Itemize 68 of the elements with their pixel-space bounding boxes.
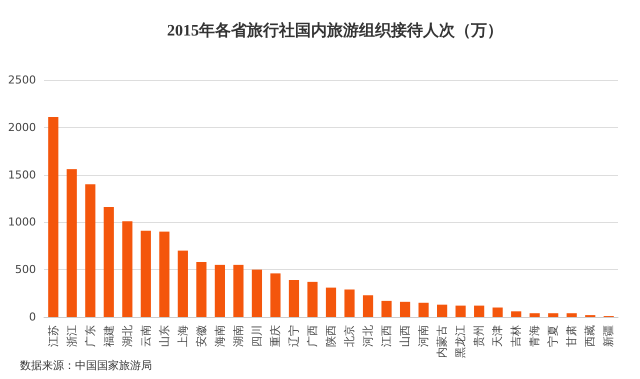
x-tick-label: 江西 bbox=[380, 325, 394, 347]
x-tick-label: 云南 bbox=[139, 325, 152, 347]
x-tick-label: 贵州 bbox=[472, 325, 486, 347]
bar bbox=[326, 288, 336, 317]
x-tick-label: 山东 bbox=[158, 325, 171, 347]
bar bbox=[214, 264, 225, 317]
x-tick-label: 浙江 bbox=[65, 325, 78, 347]
x-tick-label: 广东 bbox=[84, 325, 97, 347]
x-tick-label: 福建 bbox=[102, 325, 116, 347]
x-tick-label: 四川 bbox=[250, 325, 264, 347]
x-tick-label: 湖南 bbox=[232, 325, 245, 347]
bar bbox=[566, 313, 577, 317]
bar bbox=[288, 280, 300, 317]
x-tick-label: 湖北 bbox=[120, 325, 134, 347]
x-tick-label: 内蒙古 bbox=[436, 325, 449, 358]
x-tick-label: 宁夏 bbox=[546, 325, 560, 347]
y-tick-label: 2500 bbox=[8, 74, 36, 86]
x-tick-label: 北京 bbox=[343, 325, 356, 347]
x-tick-label: 甘肃 bbox=[565, 325, 578, 347]
bar bbox=[362, 295, 374, 317]
bar bbox=[474, 306, 484, 317]
bar bbox=[85, 184, 96, 317]
x-tick-label: 河北 bbox=[362, 325, 375, 347]
bar bbox=[48, 116, 58, 317]
bar bbox=[104, 207, 114, 317]
y-tick-label: 0 bbox=[29, 310, 36, 324]
x-tick-label: 西藏 bbox=[584, 325, 597, 347]
x-tick-label: 青海 bbox=[528, 325, 542, 347]
bar bbox=[233, 264, 244, 317]
y-tick-label: 1500 bbox=[8, 168, 36, 182]
x-tick-label: 天津 bbox=[491, 325, 504, 347]
bar bbox=[270, 273, 281, 317]
bar bbox=[344, 290, 355, 317]
x-tick-label: 新疆 bbox=[602, 325, 616, 347]
y-tick-label: 1000 bbox=[8, 216, 36, 229]
bar bbox=[159, 232, 170, 317]
bar bbox=[548, 313, 558, 317]
source-note: 数据来源：中国国家旅游局 bbox=[20, 359, 152, 372]
bar bbox=[400, 302, 410, 317]
bar bbox=[252, 270, 262, 317]
bar bbox=[178, 250, 188, 317]
x-tick-label: 黑龙江 bbox=[454, 325, 468, 358]
x-tick-label: 广西 bbox=[306, 325, 319, 347]
bar bbox=[196, 262, 206, 317]
y-tick-label: 2000 bbox=[8, 120, 36, 134]
bar bbox=[418, 302, 429, 317]
x-tick-label: 辽宁 bbox=[287, 325, 300, 347]
x-tick-label: 安徽 bbox=[194, 325, 208, 347]
x-tick-label: 江苏 bbox=[46, 325, 60, 347]
bar bbox=[511, 311, 522, 317]
bar bbox=[530, 313, 540, 317]
y-tick-label: 500 bbox=[15, 263, 36, 276]
bar bbox=[492, 308, 503, 317]
bar bbox=[456, 306, 466, 317]
bar bbox=[381, 300, 392, 317]
bar bbox=[140, 230, 151, 317]
x-tick-label: 海南 bbox=[213, 325, 226, 347]
bar bbox=[437, 304, 448, 317]
bar bbox=[66, 169, 77, 317]
x-tick-label: 河南 bbox=[417, 325, 430, 347]
x-tick-label: 重庆 bbox=[268, 325, 282, 347]
bar bbox=[307, 282, 318, 317]
chart-title: 2015年各省旅行社国内旅游组织接待人次（万） bbox=[167, 22, 503, 40]
x-tick-label: 山西 bbox=[398, 325, 412, 347]
bar bbox=[122, 221, 132, 317]
x-tick-label: 陕西 bbox=[324, 325, 338, 347]
x-tick-label: 上海 bbox=[176, 325, 190, 347]
x-tick-label: 吉林 bbox=[510, 325, 523, 347]
